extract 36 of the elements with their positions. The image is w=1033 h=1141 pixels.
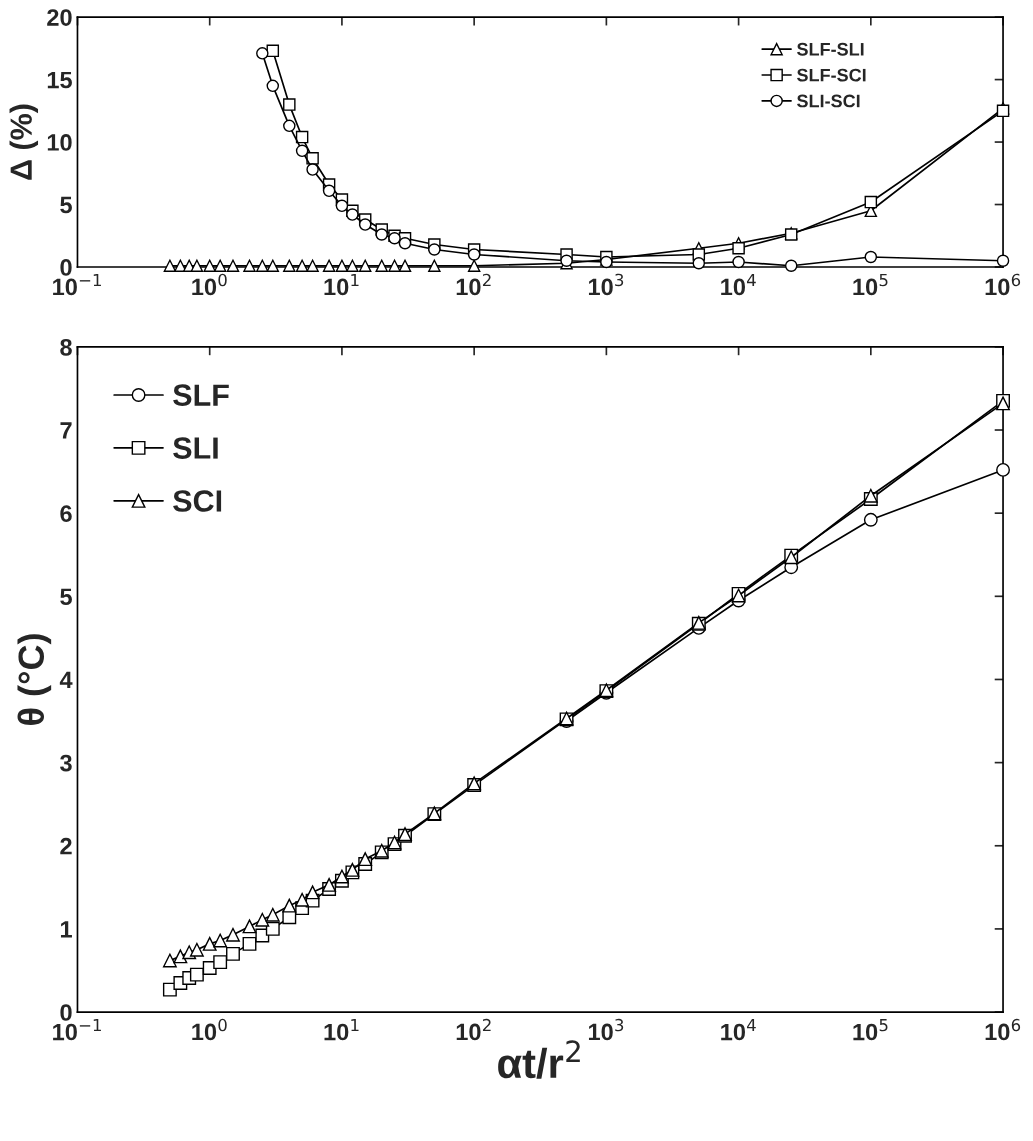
legend-label: SLF — [173, 384, 229, 406]
legend-label: SLF-SLI — [797, 42, 864, 56]
x-tick-label: 10$^{1}$ — [324, 1019, 359, 1041]
y-tick-label: 15 — [47, 71, 72, 89]
x-tick-label: 10$^{6}$ — [985, 273, 1021, 296]
x-tick-label: 10$^{5}$ — [853, 273, 888, 296]
y-tick-label: 8 — [60, 338, 72, 356]
y-axis-title: Δ (%) — [9, 104, 39, 180]
y-tick-label: 10 — [47, 134, 72, 151]
x-tick-label: 10$^{2}$ — [456, 1018, 491, 1041]
y-tick-label: 1 — [60, 921, 72, 938]
x-axis-title: αt/r$^{2}$ — [498, 1040, 580, 1079]
x-tick-label: 10$^{1}$ — [324, 273, 359, 296]
y-tick-label: 5 — [60, 588, 72, 606]
x-tick-label: 10$^{4}$ — [721, 273, 756, 296]
y-axis-title: θ (°C) — [17, 634, 52, 725]
x-tick-label: 10$^{6}$ — [985, 1018, 1021, 1041]
x-tick-label: 10$^{5}$ — [853, 1019, 888, 1041]
legend-label: SCI — [173, 490, 222, 512]
y-tick-label: 3 — [60, 754, 72, 772]
x-tick-label: 10$^{0}$ — [192, 273, 227, 296]
legend-label: SLI — [173, 437, 218, 459]
y-tick-label: 20 — [47, 9, 72, 26]
y-tick-label: 6 — [60, 505, 72, 522]
y-tick-label: 4 — [59, 671, 73, 689]
x-tick-label: 10$^{3}$ — [588, 273, 624, 296]
x-tick-label: 10$^{3}$ — [588, 1018, 624, 1041]
y-tick-label: 7 — [60, 422, 72, 439]
x-tick-label: 10$^{2}$ — [456, 273, 491, 296]
legend-label: SLF-SCI — [797, 68, 866, 82]
legend-label: SLI-SCI — [797, 94, 860, 108]
y-tick-label: 0 — [60, 1004, 72, 1021]
x-tick-label: 10$^{4}$ — [721, 1019, 756, 1041]
y-tick-label: 5 — [60, 196, 72, 214]
y-tick-label: 2 — [60, 837, 72, 855]
x-tick-label: 10$^{0}$ — [192, 1018, 227, 1041]
